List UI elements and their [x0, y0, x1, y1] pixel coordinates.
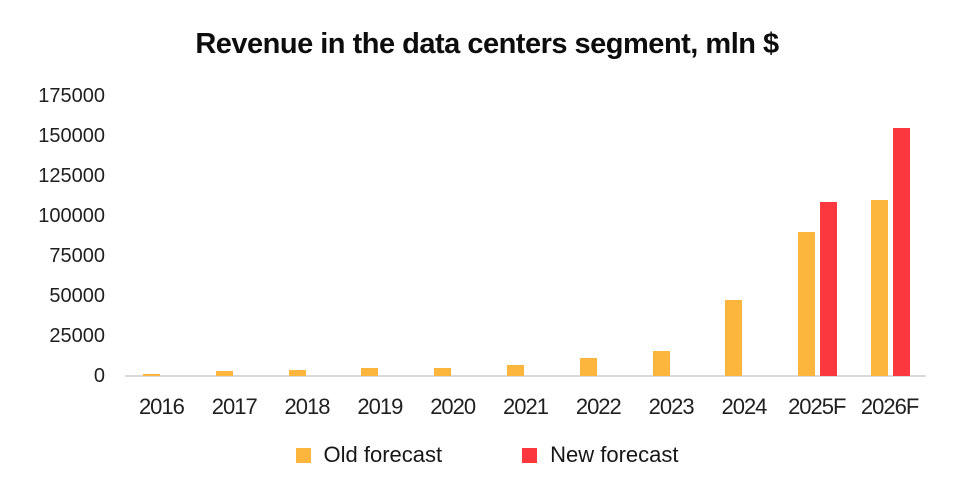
bar-2025f-new-forecast — [819, 202, 837, 376]
y-axis-tick-label: 100000 — [38, 205, 105, 227]
x-axis: 2016 2017 2018 2019 2020 2021 2022 2023 2024 2025… — [125, 394, 926, 422]
x-axis-line — [125, 375, 926, 377]
bar-2016-old-forecast — [142, 374, 160, 376]
y-axis-tick-label: 175000 — [38, 85, 105, 107]
x-axis-label: 2025F — [788, 394, 846, 419]
y-axis-tick-label: 50000 — [49, 285, 105, 307]
bar-2026f-new-forecast — [892, 128, 910, 376]
legend-swatch-icon — [295, 447, 311, 463]
bar-2017-old-forecast — [215, 371, 233, 376]
x-axis-label: 2018 — [284, 394, 331, 419]
y-axis-tick-label: 25000 — [49, 325, 105, 347]
bar-2023-old-forecast — [652, 351, 670, 376]
x-axis-label: 2021 — [503, 394, 549, 419]
legend-label: New forecast — [550, 442, 679, 467]
bar-2026f-old-forecast — [871, 200, 889, 376]
legend-item-new-forecast: New forecast — [522, 442, 679, 468]
legend-swatch-icon — [522, 447, 538, 463]
plot-area — [125, 96, 926, 377]
x-axis-label: 2017 — [211, 394, 258, 419]
x-axis-label: 2022 — [575, 394, 622, 419]
legend: Old forecast New forecast — [0, 442, 974, 468]
x-axis-label: 2019 — [357, 394, 403, 419]
bar-2022-old-forecast — [579, 358, 597, 376]
legend-label: Old forecast — [323, 442, 443, 467]
bar-2020-old-forecast — [434, 368, 452, 376]
y-axis-tick-label: 0 — [93, 365, 105, 387]
y-axis-tick-label: 125000 — [38, 165, 105, 187]
x-axis-label: 2016 — [138, 394, 185, 419]
legend-item-old-forecast: Old forecast — [295, 442, 443, 468]
bar-2025f-old-forecast — [798, 232, 816, 376]
x-axis-label: 2020 — [430, 394, 476, 419]
x-axis-label: 2026F — [860, 394, 919, 419]
chart-title: Revenue in the data centers segment, mln… — [195, 28, 779, 60]
bar-2019-old-forecast — [361, 368, 379, 376]
y-axis-tick-label: 150000 — [38, 125, 105, 147]
x-axis-label: 2024 — [721, 394, 767, 419]
y-axis-tick-label: 75000 — [49, 245, 105, 267]
y-axis: 0 25000 50000 75000 100000 125000 150000 175000 — [0, 0, 105, 504]
x-axis-label: 2023 — [648, 394, 695, 419]
bar-2018-old-forecast — [288, 370, 306, 376]
bar-2024-old-forecast — [725, 300, 743, 376]
bar-2021-old-forecast — [507, 365, 524, 376]
